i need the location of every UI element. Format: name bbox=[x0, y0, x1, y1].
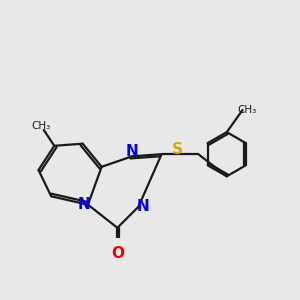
Text: N: N bbox=[136, 199, 149, 214]
Text: N: N bbox=[78, 197, 91, 212]
Text: CH₃: CH₃ bbox=[237, 105, 256, 115]
Text: N: N bbox=[126, 144, 139, 159]
Text: CH₃: CH₃ bbox=[31, 122, 50, 131]
Text: O: O bbox=[111, 246, 124, 261]
Text: S: S bbox=[172, 142, 183, 157]
